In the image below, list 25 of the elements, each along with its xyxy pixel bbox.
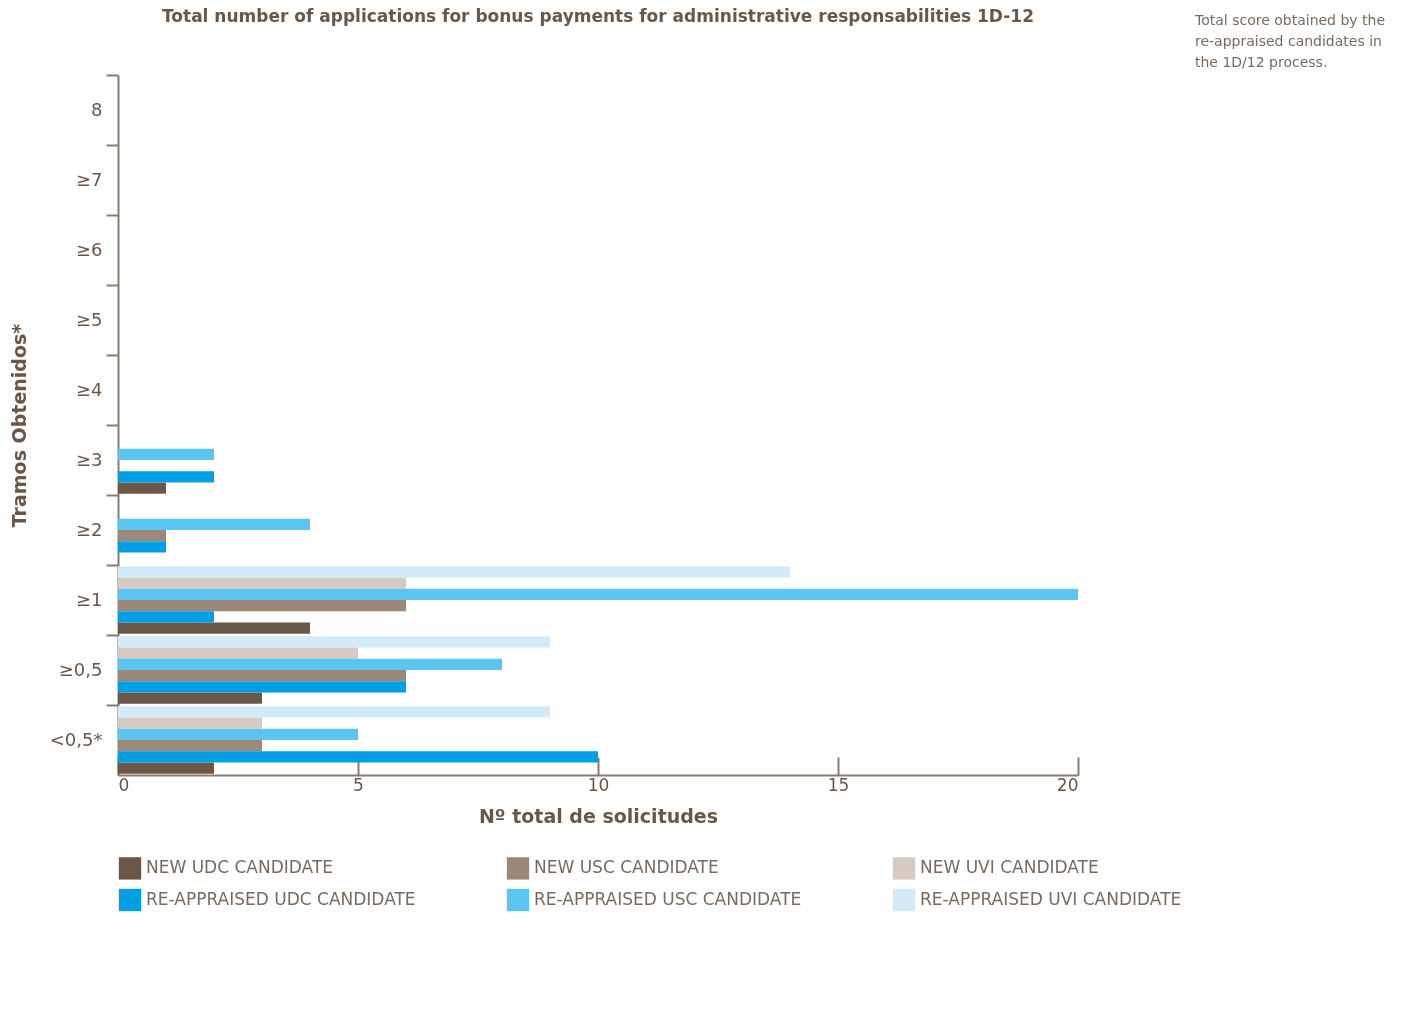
y-tick-label: ≥6 [75, 238, 103, 260]
y-tick-label: ≥1 [75, 588, 103, 610]
y-tick-label: ≥0,5 [58, 658, 103, 680]
x-tick-label: 5 [353, 774, 364, 795]
x-tick-label: 0 [118, 774, 130, 795]
y-tick-label: ≥5 [75, 308, 103, 330]
y-tick-label: ≥4 [75, 378, 103, 400]
legend-label: RE-APPRAISED UDC CANDIDATE [146, 889, 416, 909]
x-axis-title: Nº total de solicitudes [478, 804, 719, 827]
text: Total score obtained by the re-appraised candidates in the 1D/12 process. [1195, 11, 1387, 72]
legend-label: NEW USC CANDIDATE [534, 857, 719, 878]
y-tick-label: <0,5* [49, 728, 103, 750]
chart-title: Total number of applications for bonus payments for administrative responsabilities 1D-12 [161, 6, 1035, 26]
legend-label: RE-APPRAISED USC CANDIDATE [534, 889, 802, 909]
legend-label: RE-APPRAISED UVI CANDIDATE [920, 889, 1182, 909]
x-tick-label: 10 [587, 774, 610, 795]
y-axis-title: Tramos Obtenidos* [7, 323, 30, 528]
y-tick-label: 8 [91, 98, 103, 120]
legend-label: NEW UDC CANDIDATE [146, 857, 334, 878]
legend-label: NEW UVI CANDIDATE [920, 857, 1099, 878]
x-tick-label: 15 [827, 774, 850, 795]
y-tick-label: ≥7 [75, 168, 103, 190]
y-tick-label: ≥2 [75, 518, 103, 540]
x-tick-label: 20 [1056, 774, 1079, 795]
y-tick-label: ≥3 [75, 448, 103, 470]
